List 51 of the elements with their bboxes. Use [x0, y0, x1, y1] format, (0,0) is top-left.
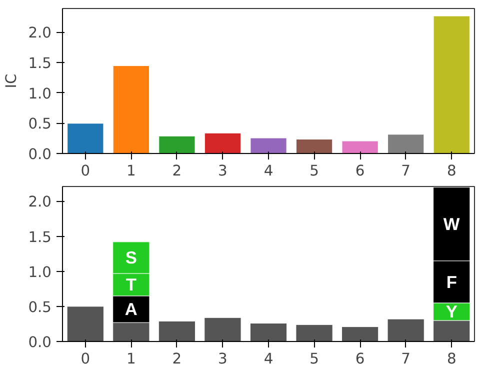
y-axis-title: IC — [3, 74, 20, 88]
y-tick-label: 0.5 — [28, 298, 52, 316]
x-tick-label: 1 — [126, 350, 136, 366]
y-tick-label: 1.0 — [28, 85, 52, 102]
x-tick-label: 2 — [172, 162, 182, 180]
x-tick-label: 4 — [264, 162, 274, 180]
series-label: A — [124, 299, 138, 320]
x-tick-label: 6 — [355, 162, 365, 180]
x-tick-label: 3 — [218, 350, 228, 366]
bar — [66, 122, 104, 154]
x-tick-label: 8 — [446, 162, 456, 180]
bar — [341, 140, 379, 154]
bar — [250, 137, 288, 154]
x-tick-label: 5 — [310, 162, 319, 180]
y-tick-label: 1.5 — [28, 54, 52, 72]
x-tick-label: 2 — [172, 350, 182, 366]
x-tick-label: 7 — [401, 350, 410, 366]
bar — [250, 323, 288, 342]
y-tick-label: 0.5 — [28, 116, 52, 133]
series-label: F — [446, 272, 457, 292]
y-tick-label: 1.5 — [28, 228, 52, 246]
bar — [387, 318, 424, 342]
x-tick-label: 0 — [80, 350, 90, 366]
bar — [158, 135, 196, 154]
x-tick-label: 0 — [80, 162, 90, 180]
series-label: Y — [446, 302, 458, 322]
series-label: S — [125, 248, 137, 268]
bar — [204, 132, 242, 154]
x-tick-label: 5 — [310, 350, 319, 366]
bar — [296, 324, 333, 342]
y-tick-label: 0.0 — [28, 146, 52, 163]
series-label: T — [126, 274, 137, 295]
y-tick-label: 2.0 — [28, 194, 52, 211]
bar — [432, 15, 470, 154]
y-tick-label: 0.0 — [28, 334, 52, 351]
bar — [158, 320, 196, 342]
bar — [112, 65, 150, 154]
x-tick-label: 7 — [401, 162, 410, 180]
y-tick-label: 1.0 — [28, 264, 52, 281]
series-label: W — [443, 214, 460, 234]
x-tick-label: 6 — [355, 350, 365, 366]
bar — [295, 138, 334, 154]
x-tick-label: 8 — [446, 350, 456, 366]
y-tick-label: 2.0 — [28, 24, 52, 42]
x-tick-label: 1 — [126, 162, 136, 180]
bar — [66, 306, 104, 342]
bar — [341, 326, 379, 342]
x-tick-label: 3 — [218, 162, 228, 180]
bar — [387, 134, 425, 154]
bar — [204, 317, 242, 342]
x-tick-label: 4 — [264, 350, 274, 366]
